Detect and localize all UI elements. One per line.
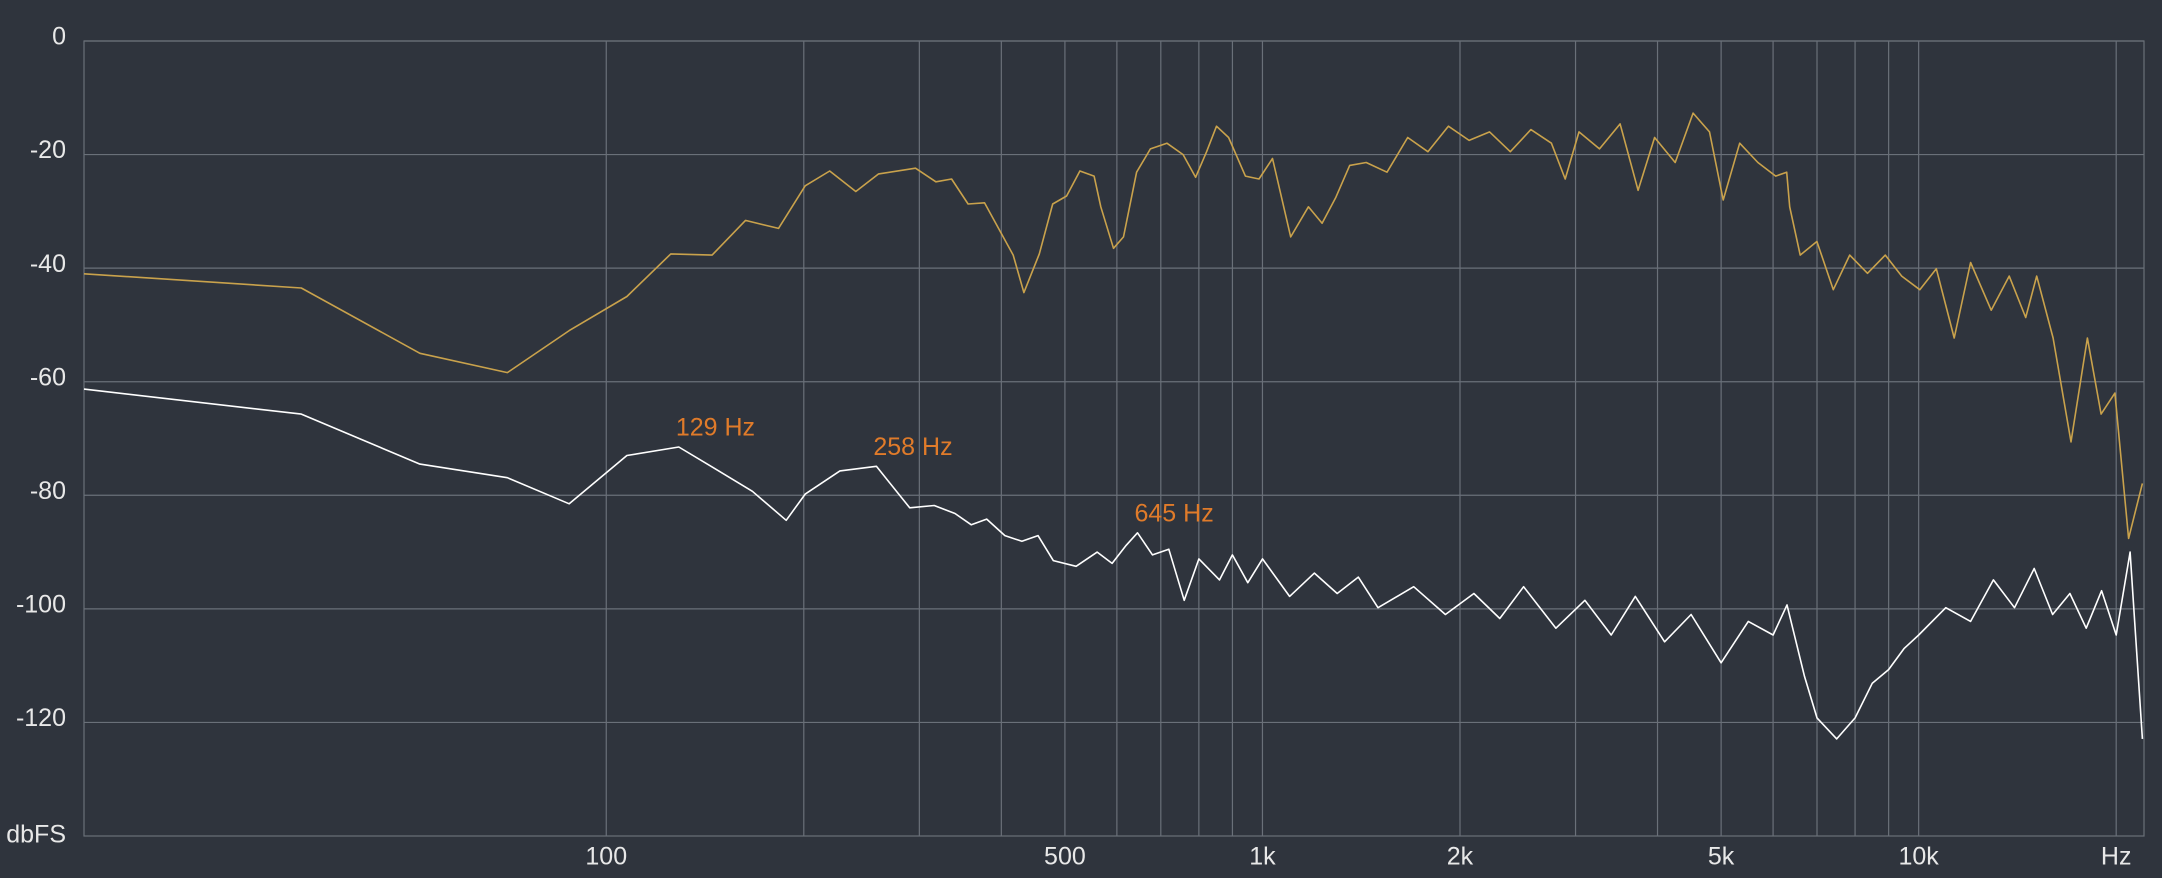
peak-annotation: 645 Hz xyxy=(1134,499,1213,527)
y-tick-label: 0 xyxy=(52,23,66,51)
y-tick-label: -40 xyxy=(30,250,66,278)
plot-frame xyxy=(83,40,2145,837)
y-tick-label: -120 xyxy=(16,704,66,732)
y-axis-label: dbFS xyxy=(6,821,66,849)
y-tick-label: -80 xyxy=(30,477,66,505)
peak-annotation: 129 Hz xyxy=(676,414,755,442)
x-tick-label: Hz xyxy=(2101,843,2132,871)
peak-annotation: 258 Hz xyxy=(873,433,952,461)
x-tick-label: 1k xyxy=(1249,843,1276,871)
y-tick-label: -20 xyxy=(30,136,66,164)
x-tick-label: 100 xyxy=(585,843,627,871)
x-tick-label: 2k xyxy=(1447,843,1474,871)
x-tick-label: 500 xyxy=(1044,843,1086,871)
y-tick-label: -100 xyxy=(16,590,66,618)
x-tick-label: 10k xyxy=(1898,843,1939,871)
spectrum-line xyxy=(83,112,2144,540)
y-tick-label: -60 xyxy=(30,363,66,391)
x-tick-label: 5k xyxy=(1708,843,1735,871)
spectrum-line xyxy=(83,388,2144,740)
